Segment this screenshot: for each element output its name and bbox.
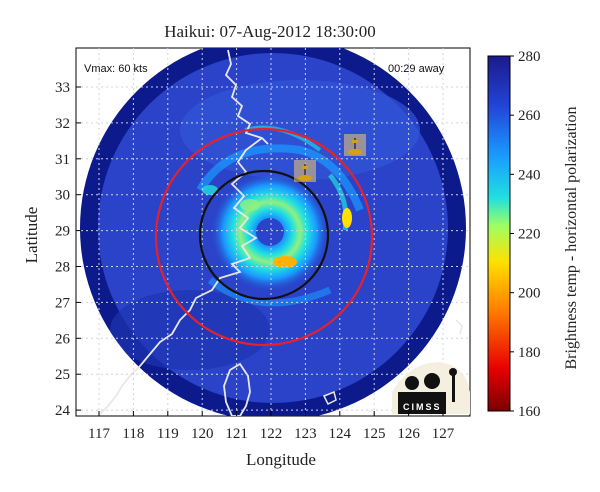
buoy-icon [294,160,316,182]
x-tick-label: 124 [329,426,352,442]
cimss-logo: CIMSS [392,362,470,414]
logo-text: CIMSS [403,402,442,412]
x-tick-label: 120 [191,426,214,442]
storm-radius-circle [198,169,330,301]
x-tick-label: 122 [260,426,283,442]
y-tick-label: 31 [55,152,70,168]
colorbar-tick-label: 200 [518,286,541,302]
y-tick-label: 32 [55,116,70,132]
y-tick-label: 27 [55,295,71,311]
map-grid [76,48,470,416]
y-tick-label: 33 [55,80,70,96]
x-tick-label: 127 [432,426,455,442]
y-tick-label: 26 [55,331,71,347]
coastline [99,49,269,415]
colorbar-tick-label: 280 [518,49,541,65]
x-tick-label: 123 [294,426,317,442]
x-tick-label: 121 [225,426,248,442]
colorbar [487,55,511,412]
y-axis-ticks: 33 32 31 30 29 28 27 26 25 24 [55,80,81,419]
x-tick-label: 117 [88,426,110,442]
buoy-icon [344,134,366,156]
vmax-label: Vmax: 60 kts [84,63,148,75]
x-axis-label: Longitude [246,450,316,469]
x-tick-label: 118 [122,426,144,442]
storm-eye [256,218,284,246]
warm-spot [273,256,297,268]
colorbar-ticks: 280 260 240 220 200 180 160 [510,49,541,420]
warm-spot [342,208,352,228]
x-axis-ticks: 117 118 119 120 121 122 123 124 125 126 127 [88,411,455,442]
y-tick-label: 25 [55,367,70,383]
colorbar-tick-label: 240 [518,167,541,183]
colorbar-tick-label: 180 [518,345,541,361]
y-tick-label: 24 [55,403,71,419]
colorbar-tick-label: 260 [518,108,541,124]
island-outline [322,390,337,406]
y-tick-label: 29 [55,224,70,240]
time-offset-label: 00:29 away [388,63,445,75]
taiwan-coast [223,362,251,416]
map-area [76,48,470,416]
x-tick-label: 119 [157,426,179,442]
y-tick-label: 30 [55,188,70,204]
x-tick-label: 126 [397,426,420,442]
y-tick-label: 28 [55,260,70,276]
colorbar-tick-label: 160 [518,404,541,420]
colorbar-tick-label: 220 [518,227,541,243]
gale-radius-circle [154,127,374,347]
map-title: Haikui: 07-Aug-2012 18:30:00 [164,22,376,41]
x-tick-label: 125 [363,426,386,442]
